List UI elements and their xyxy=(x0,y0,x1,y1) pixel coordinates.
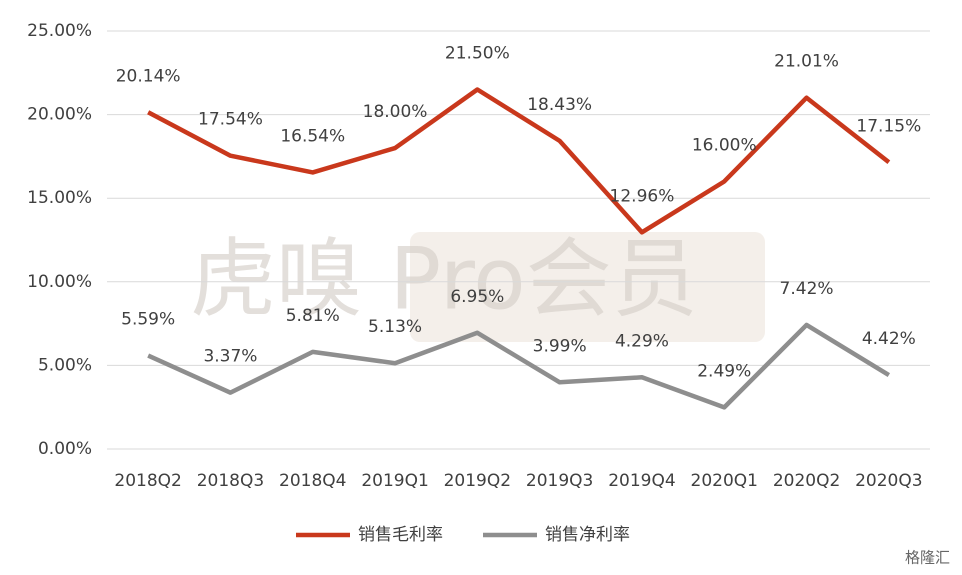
y-tick-label: 15.00% xyxy=(27,188,92,208)
data-label: 5.59% xyxy=(121,310,175,330)
data-label: 6.95% xyxy=(450,287,504,307)
y-tick-label: 20.00% xyxy=(27,105,92,125)
data-label: 17.15% xyxy=(856,116,921,136)
x-tick-label: 2019Q1 xyxy=(361,471,428,491)
x-tick-label: 2018Q4 xyxy=(279,471,346,491)
data-label: 21.01% xyxy=(774,52,839,72)
x-tick-label: 2018Q2 xyxy=(114,471,181,491)
y-tick-label: 25.00% xyxy=(27,21,92,41)
legend-label: 销售净利率 xyxy=(545,525,630,545)
data-label: 18.00% xyxy=(363,102,428,122)
x-tick-label: 2020Q1 xyxy=(691,471,758,491)
x-tick-label: 2018Q3 xyxy=(197,471,264,491)
data-label: 16.00% xyxy=(692,135,757,155)
data-label: 18.43% xyxy=(527,95,592,115)
data-label: 7.42% xyxy=(780,279,834,299)
data-label: 4.42% xyxy=(862,329,916,349)
x-tick-label: 2019Q3 xyxy=(526,471,593,491)
data-label: 3.99% xyxy=(533,336,587,356)
data-label: 2.49% xyxy=(697,361,751,381)
x-tick-label: 2019Q4 xyxy=(608,471,675,491)
data-label: 12.96% xyxy=(610,186,675,206)
line-series xyxy=(147,87,891,235)
logo: 格隆汇 xyxy=(905,549,950,567)
data-label: 5.81% xyxy=(286,306,340,326)
y-tick-label: 10.00% xyxy=(27,272,92,292)
watermark: 虎嗅 Pro会员 xyxy=(190,229,698,329)
data-label: 3.37% xyxy=(203,347,257,367)
legend-label: 销售毛利率 xyxy=(358,525,443,545)
x-tick-label: 2020Q2 xyxy=(773,471,840,491)
watermark-box xyxy=(410,232,765,342)
data-label: 17.54% xyxy=(198,110,263,130)
x-tick-label: 2020Q3 xyxy=(855,471,922,491)
data-label: 5.13% xyxy=(368,317,422,337)
data-label: 16.54% xyxy=(280,126,345,146)
line-series xyxy=(147,322,891,410)
data-label: 4.29% xyxy=(615,331,669,351)
x-tick-label: 2019Q2 xyxy=(444,471,511,491)
y-tick-label: 5.00% xyxy=(38,355,92,375)
data-label: 20.14% xyxy=(116,66,181,86)
y-tick-label: 0.00% xyxy=(38,439,92,459)
data-label: 21.50% xyxy=(445,44,510,64)
